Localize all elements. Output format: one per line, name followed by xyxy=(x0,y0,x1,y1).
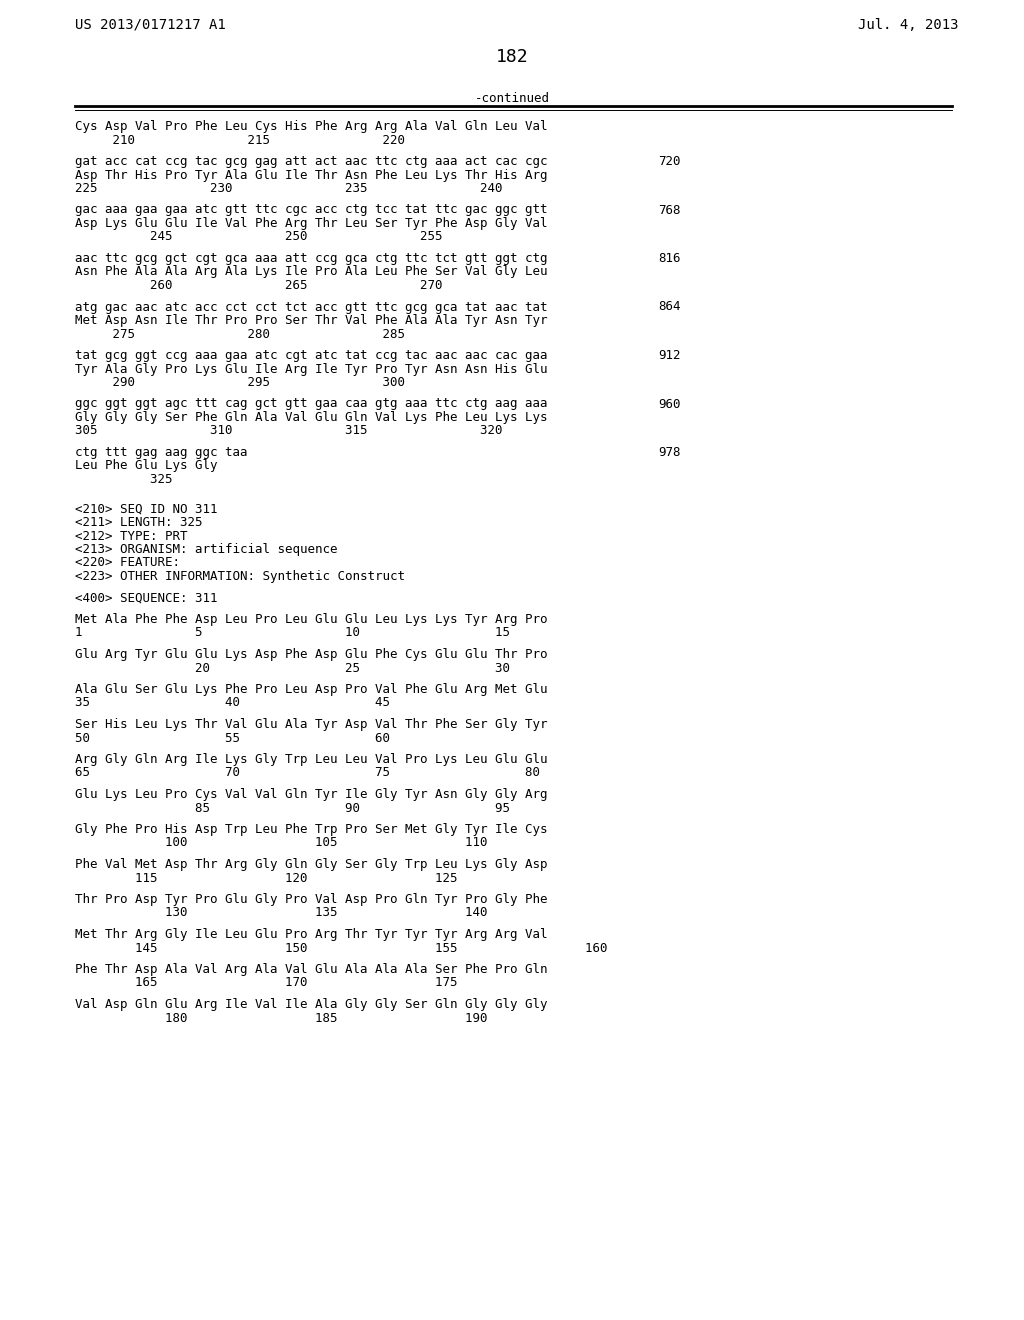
Text: Tyr Ala Gly Pro Lys Glu Ile Arg Ile Tyr Pro Tyr Asn Asn His Glu: Tyr Ala Gly Pro Lys Glu Ile Arg Ile Tyr … xyxy=(75,363,548,375)
Text: 65                  70                  75                  80: 65 70 75 80 xyxy=(75,767,540,780)
Text: Met Asp Asn Ile Thr Pro Pro Ser Thr Val Phe Ala Ala Tyr Asn Tyr: Met Asp Asn Ile Thr Pro Pro Ser Thr Val … xyxy=(75,314,548,327)
Text: 50                  55                  60: 50 55 60 xyxy=(75,731,390,744)
Text: 325: 325 xyxy=(75,473,172,486)
Text: 35                  40                  45: 35 40 45 xyxy=(75,697,390,710)
Text: Val Asp Gln Glu Arg Ile Val Ile Ala Gly Gly Ser Gln Gly Gly Gly: Val Asp Gln Glu Arg Ile Val Ile Ala Gly … xyxy=(75,998,548,1011)
Text: US 2013/0171217 A1: US 2013/0171217 A1 xyxy=(75,18,225,32)
Text: 20                  25                  30: 20 25 30 xyxy=(75,661,510,675)
Text: 210               215               220: 210 215 220 xyxy=(75,133,406,147)
Text: 130                 135                 140: 130 135 140 xyxy=(75,907,487,920)
Text: Leu Phe Glu Lys Gly: Leu Phe Glu Lys Gly xyxy=(75,459,217,473)
Text: 290               295               300: 290 295 300 xyxy=(75,376,406,389)
Text: Jul. 4, 2013: Jul. 4, 2013 xyxy=(858,18,959,32)
Text: <223> OTHER INFORMATION: Synthetic Construct: <223> OTHER INFORMATION: Synthetic Const… xyxy=(75,570,406,583)
Text: ggc ggt ggt agc ttt cag gct gtt gaa caa gtg aaa ttc ctg aag aaa: ggc ggt ggt agc ttt cag gct gtt gaa caa … xyxy=(75,397,548,411)
Text: 245               250               255: 245 250 255 xyxy=(75,231,442,243)
Text: Gly Phe Pro His Asp Trp Leu Phe Trp Pro Ser Met Gly Tyr Ile Cys: Gly Phe Pro His Asp Trp Leu Phe Trp Pro … xyxy=(75,822,548,836)
Text: <210> SEQ ID NO 311: <210> SEQ ID NO 311 xyxy=(75,503,217,516)
Text: Ala Glu Ser Glu Lys Phe Pro Leu Asp Pro Val Phe Glu Arg Met Glu: Ala Glu Ser Glu Lys Phe Pro Leu Asp Pro … xyxy=(75,682,548,696)
Text: Glu Lys Leu Pro Cys Val Val Gln Tyr Ile Gly Tyr Asn Gly Gly Arg: Glu Lys Leu Pro Cys Val Val Gln Tyr Ile … xyxy=(75,788,548,801)
Text: 165                 170                 175: 165 170 175 xyxy=(75,977,458,990)
Text: 145                 150                 155                 160: 145 150 155 160 xyxy=(75,941,607,954)
Text: atg gac aac atc acc cct cct tct acc gtt ttc gcg gca tat aac tat: atg gac aac atc acc cct cct tct acc gtt … xyxy=(75,301,548,314)
Text: 864: 864 xyxy=(658,301,681,314)
Text: 85                  90                  95: 85 90 95 xyxy=(75,801,510,814)
Text: Phe Val Met Asp Thr Arg Gly Gln Gly Ser Gly Trp Leu Lys Gly Asp: Phe Val Met Asp Thr Arg Gly Gln Gly Ser … xyxy=(75,858,548,871)
Text: Ser His Leu Lys Thr Val Glu Ala Tyr Asp Val Thr Phe Ser Gly Tyr: Ser His Leu Lys Thr Val Glu Ala Tyr Asp … xyxy=(75,718,548,731)
Text: aac ttc gcg gct cgt gca aaa att ccg gca ctg ttc tct gtt ggt ctg: aac ttc gcg gct cgt gca aaa att ccg gca … xyxy=(75,252,548,265)
Text: 816: 816 xyxy=(658,252,681,265)
Text: 978: 978 xyxy=(658,446,681,459)
Text: tat gcg ggt ccg aaa gaa atc cgt atc tat ccg tac aac aac cac gaa: tat gcg ggt ccg aaa gaa atc cgt atc tat … xyxy=(75,348,548,362)
Text: 225               230               235               240: 225 230 235 240 xyxy=(75,182,503,195)
Text: 100                 105                 110: 100 105 110 xyxy=(75,837,487,850)
Text: Asp Thr His Pro Tyr Ala Glu Ile Thr Asn Phe Leu Lys Thr His Arg: Asp Thr His Pro Tyr Ala Glu Ile Thr Asn … xyxy=(75,169,548,181)
Text: 720: 720 xyxy=(658,154,681,168)
Text: 260               265               270: 260 265 270 xyxy=(75,279,442,292)
Text: Asp Lys Glu Glu Ile Val Phe Arg Thr Leu Ser Tyr Phe Asp Gly Val: Asp Lys Glu Glu Ile Val Phe Arg Thr Leu … xyxy=(75,216,548,230)
Text: gat acc cat ccg tac gcg gag att act aac ttc ctg aaa act cac cgc: gat acc cat ccg tac gcg gag att act aac … xyxy=(75,154,548,168)
Text: Gly Gly Gly Ser Phe Gln Ala Val Glu Gln Val Lys Phe Leu Lys Lys: Gly Gly Gly Ser Phe Gln Ala Val Glu Gln … xyxy=(75,411,548,424)
Text: Cys Asp Val Pro Phe Leu Cys His Phe Arg Arg Ala Val Gln Leu Val: Cys Asp Val Pro Phe Leu Cys His Phe Arg … xyxy=(75,120,548,133)
Text: Asn Phe Ala Ala Arg Ala Lys Ile Pro Ala Leu Phe Ser Val Gly Leu: Asn Phe Ala Ala Arg Ala Lys Ile Pro Ala … xyxy=(75,265,548,279)
Text: <213> ORGANISM: artificial sequence: <213> ORGANISM: artificial sequence xyxy=(75,543,338,556)
Text: Met Ala Phe Phe Asp Leu Pro Leu Glu Glu Leu Lys Lys Tyr Arg Pro: Met Ala Phe Phe Asp Leu Pro Leu Glu Glu … xyxy=(75,612,548,626)
Text: 1               5                   10                  15: 1 5 10 15 xyxy=(75,627,510,639)
Text: Met Thr Arg Gly Ile Leu Glu Pro Arg Thr Tyr Tyr Tyr Arg Arg Val: Met Thr Arg Gly Ile Leu Glu Pro Arg Thr … xyxy=(75,928,548,941)
Text: <220> FEATURE:: <220> FEATURE: xyxy=(75,557,180,569)
Text: 960: 960 xyxy=(658,397,681,411)
Text: 115                 120                 125: 115 120 125 xyxy=(75,871,458,884)
Text: Thr Pro Asp Tyr Pro Glu Gly Pro Val Asp Pro Gln Tyr Pro Gly Phe: Thr Pro Asp Tyr Pro Glu Gly Pro Val Asp … xyxy=(75,894,548,906)
Text: <400> SEQUENCE: 311: <400> SEQUENCE: 311 xyxy=(75,591,217,605)
Text: <211> LENGTH: 325: <211> LENGTH: 325 xyxy=(75,516,203,529)
Text: ctg ttt gag aag ggc taa: ctg ttt gag aag ggc taa xyxy=(75,446,248,459)
Text: 180                 185                 190: 180 185 190 xyxy=(75,1011,487,1024)
Text: 768: 768 xyxy=(658,203,681,216)
Text: 275               280               285: 275 280 285 xyxy=(75,327,406,341)
Text: 305               310               315               320: 305 310 315 320 xyxy=(75,425,503,437)
Text: gac aaa gaa gaa atc gtt ttc cgc acc ctg tcc tat ttc gac ggc gtt: gac aaa gaa gaa atc gtt ttc cgc acc ctg … xyxy=(75,203,548,216)
Text: 182: 182 xyxy=(496,48,528,66)
Text: <212> TYPE: PRT: <212> TYPE: PRT xyxy=(75,529,187,543)
Text: Glu Arg Tyr Glu Glu Lys Asp Phe Asp Glu Phe Cys Glu Glu Thr Pro: Glu Arg Tyr Glu Glu Lys Asp Phe Asp Glu … xyxy=(75,648,548,661)
Text: Arg Gly Gln Arg Ile Lys Gly Trp Leu Leu Val Pro Lys Leu Glu Glu: Arg Gly Gln Arg Ile Lys Gly Trp Leu Leu … xyxy=(75,752,548,766)
Text: -continued: -continued xyxy=(474,92,550,106)
Text: 912: 912 xyxy=(658,348,681,362)
Text: Phe Thr Asp Ala Val Arg Ala Val Glu Ala Ala Ala Ser Phe Pro Gln: Phe Thr Asp Ala Val Arg Ala Val Glu Ala … xyxy=(75,964,548,975)
